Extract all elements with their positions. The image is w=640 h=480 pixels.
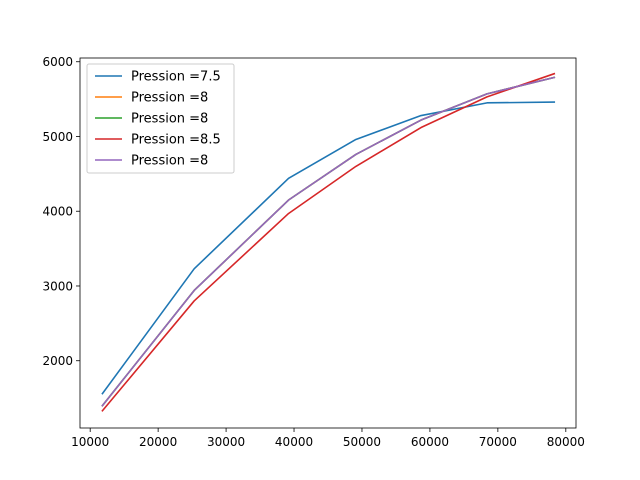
x-tick-label: 60000: [411, 435, 449, 449]
series-line-3: [101, 72, 556, 412]
x-tick-label: 20000: [139, 435, 177, 449]
y-tick-label: 4000: [42, 205, 73, 219]
y-tick-label: 5000: [42, 130, 73, 144]
legend-label-0: Pression =7.5: [131, 70, 221, 85]
x-tick-label: 80000: [547, 435, 585, 449]
series-layer: [101, 72, 556, 412]
legend-label-3: Pression =8.5: [131, 133, 221, 148]
y-axis: 2000 3000 4000 5000 6000: [42, 55, 80, 368]
series-line-4: [101, 76, 556, 407]
plot-frame: [79, 57, 577, 429]
legend-label-2: Pression =8: [131, 112, 208, 127]
series-line-0: [101, 101, 556, 395]
x-axis: 10000 20000 30000 40000 50000 60000 70000 80000: [71, 428, 585, 449]
x-tick-label: 40000: [275, 435, 313, 449]
legend-label-4: Pression =8: [131, 154, 208, 169]
y-tick-label: 3000: [42, 279, 73, 293]
legend-box: [86, 63, 235, 174]
x-tick-label: 70000: [479, 435, 517, 449]
legend: Pression =7.5 Pression =8 Pression =8 Press…: [86, 63, 235, 174]
x-tick-label: 50000: [343, 435, 381, 449]
y-tick-label: 2000: [42, 354, 73, 368]
x-tick-label: 30000: [207, 435, 245, 449]
x-tick-label: 10000: [71, 435, 109, 449]
legend-label-1: Pression =8: [131, 91, 208, 106]
y-tick-label: 6000: [42, 55, 73, 69]
